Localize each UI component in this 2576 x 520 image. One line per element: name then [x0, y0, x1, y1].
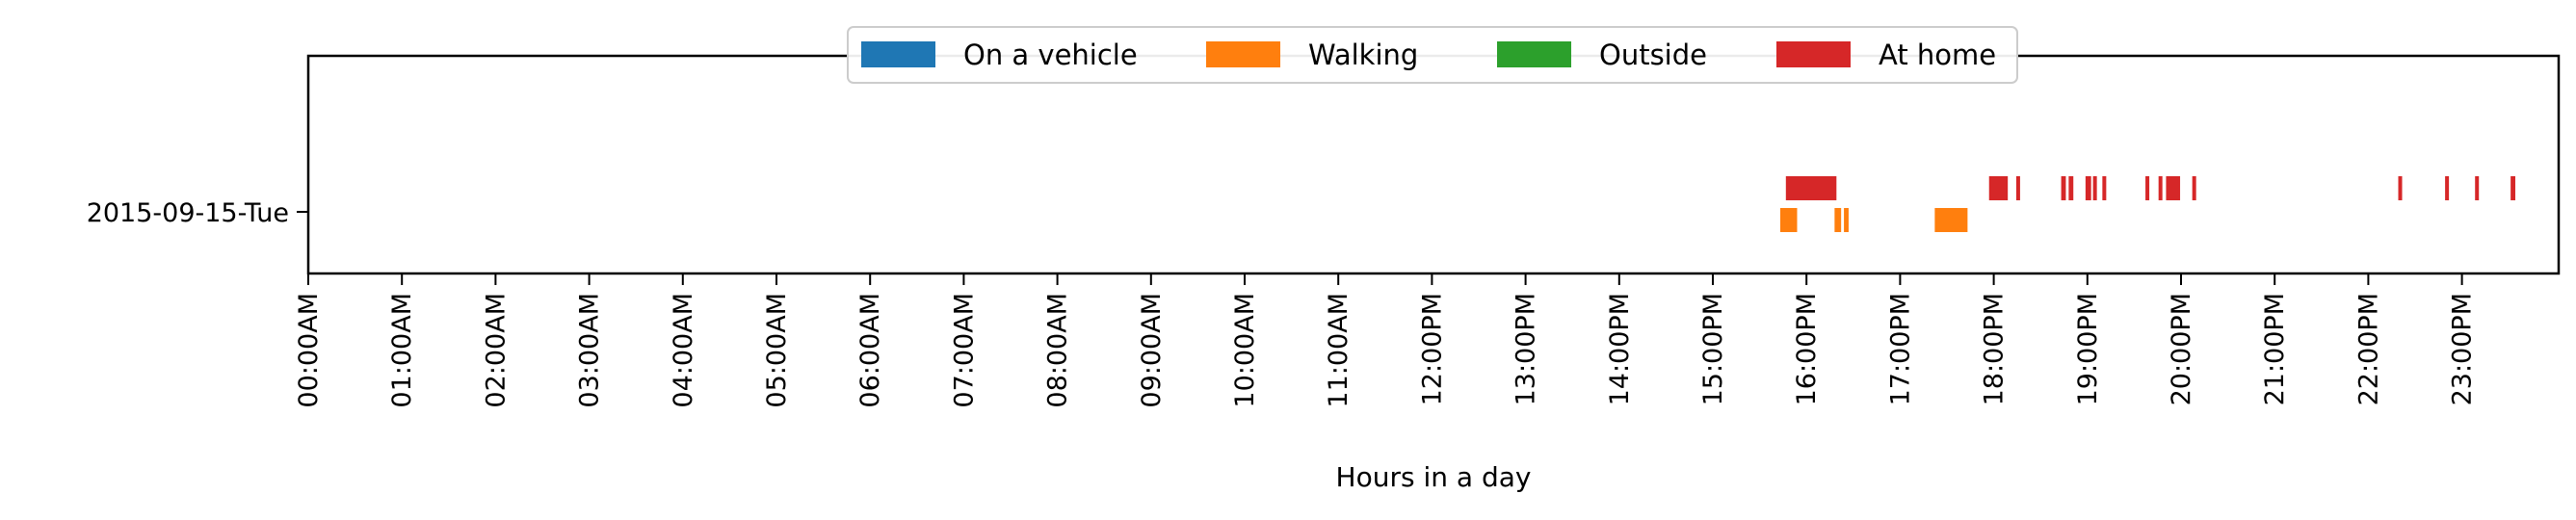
x-tick-label: 22:00PM: [2353, 293, 2383, 405]
x-tick-label: 20:00PM: [2167, 293, 2196, 405]
x-tick-label: 06:00AM: [855, 293, 885, 408]
legend: On a vehicle Walking Outside At home: [847, 26, 2018, 84]
legend-entry-label: Walking: [1308, 39, 1418, 71]
bar-walking: [1934, 208, 1968, 232]
bar-at-home: [1988, 176, 2009, 200]
legend-swatch: [861, 41, 935, 67]
x-tick-label: 11:00AM: [1324, 293, 1354, 408]
bar-at-home: [2475, 176, 2480, 200]
x-tick-label: 07:00AM: [949, 293, 979, 408]
x-tick-label: 09:00AM: [1137, 293, 1167, 408]
y-axis-ticks: 2015-09-15-Tue: [87, 198, 308, 228]
x-tick-label: 21:00PM: [2260, 293, 2290, 405]
x-tick-label: 12:00PM: [1417, 293, 1447, 405]
bar-at-home: [2158, 176, 2163, 200]
x-tick-label: 04:00AM: [669, 293, 698, 408]
bar-at-home: [2192, 176, 2196, 200]
legend-swatch: [1497, 41, 1571, 67]
x-tick-label: 19:00PM: [2073, 293, 2103, 405]
x-tick-label: 16:00PM: [1792, 293, 1822, 405]
bar-at-home: [2068, 176, 2074, 200]
x-tick-label: 00:00AM: [294, 293, 324, 408]
bar-walking: [1834, 208, 1842, 232]
legend-entry-label: At home: [1879, 39, 1996, 71]
x-tick-label: 10:00AM: [1230, 293, 1260, 408]
bar-at-home: [2510, 176, 2516, 200]
x-tick-label: 23:00PM: [2448, 293, 2478, 405]
x-axis-ticks: 00:00AM 01:00AM 02:00AM 03:00AM 04:00AM 05:00…: [294, 273, 2478, 408]
bar-at-home: [2166, 176, 2181, 200]
x-tick-label: 03:00AM: [575, 293, 605, 408]
legend-swatch: [1776, 41, 1851, 67]
legend-entry-label: Outside: [1599, 39, 1707, 71]
y-tick-label: 2015-09-15-Tue: [87, 198, 289, 228]
bar-at-home: [2445, 176, 2450, 200]
x-tick-label: 15:00PM: [1698, 293, 1728, 405]
x-tick-label: 08:00AM: [1043, 293, 1073, 408]
x-tick-label: 17:00PM: [1885, 293, 1915, 405]
bar-at-home: [2061, 176, 2066, 200]
x-axis-label: Hours in a day: [1336, 461, 1532, 493]
x-tick-label: 14:00PM: [1605, 293, 1635, 405]
x-tick-label: 01:00AM: [387, 293, 417, 408]
legend-swatch: [1206, 41, 1280, 67]
bar-at-home: [2398, 176, 2403, 200]
legend-box: [847, 26, 2018, 84]
x-tick-label: 02:00AM: [481, 293, 511, 408]
bar-at-home: [1785, 176, 1837, 200]
bar-at-home: [2102, 176, 2107, 200]
x-tick-label: 18:00PM: [1980, 293, 2010, 405]
activity-bars: [1779, 176, 2516, 232]
bar-at-home: [2085, 176, 2091, 200]
x-tick-label: 05:00AM: [762, 293, 792, 408]
legend-entry-label: On a vehicle: [963, 39, 1138, 71]
bar-at-home: [2015, 176, 2020, 200]
bar-walking: [1779, 208, 1798, 232]
bar-at-home: [2092, 176, 2097, 200]
plot-frame: [306, 54, 2561, 275]
x-tick-label: 13:00PM: [1511, 293, 1541, 405]
bar-at-home: [2145, 176, 2150, 200]
bar-walking: [1844, 208, 1849, 232]
